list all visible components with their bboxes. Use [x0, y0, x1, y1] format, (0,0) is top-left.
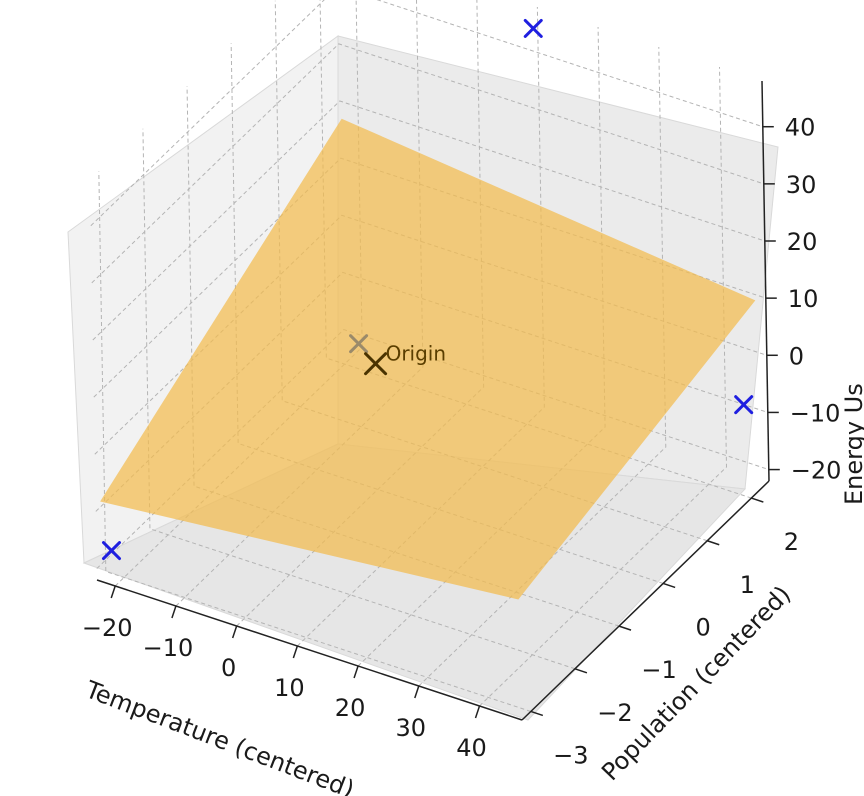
x-tick-label: 30	[396, 714, 427, 742]
z-tick-label: 40	[785, 114, 816, 142]
x-marker-stroke	[101, 541, 121, 561]
data-point-marker	[734, 395, 754, 415]
y-tick-mark	[707, 540, 720, 546]
x-tick-mark	[110, 585, 116, 599]
x-tick-mark	[474, 705, 481, 719]
x-marker-stroke	[349, 334, 369, 354]
z-tick-label: 0	[789, 342, 804, 370]
z-axis-title: Energy Us	[840, 383, 864, 505]
z-grid-line	[91, 43, 764, 284]
y-tick-label: −3	[553, 741, 588, 769]
y-tick-label: −1	[641, 656, 676, 684]
z-axis-line	[761, 80, 770, 482]
x-grid-line	[479, 66, 728, 707]
origin-marker	[364, 352, 388, 376]
data-markers	[101, 18, 754, 561]
x-tick-mark	[231, 625, 238, 639]
y-tick-mark	[530, 710, 544, 717]
origin-shadow-marker	[349, 334, 369, 354]
z-tick-label: 10	[788, 285, 819, 313]
x-tick-label: 20	[335, 694, 366, 722]
y-grid-line	[98, 171, 531, 712]
y-grid-line	[142, 128, 576, 670]
y-tick-label: −2	[597, 699, 632, 727]
y-tick-mark	[751, 497, 764, 503]
x-tick-mark	[353, 665, 359, 679]
x-tick-label: 40	[456, 734, 487, 762]
x-tick-mark	[292, 645, 299, 659]
y-tick-mark	[618, 625, 632, 631]
x-tick-label: −20	[82, 614, 133, 642]
x-marker-stroke	[364, 352, 388, 376]
data-point-marker	[523, 18, 543, 38]
fitted-plane	[100, 118, 756, 600]
data-point-marker	[101, 541, 121, 561]
y-tick-label: 0	[696, 613, 711, 641]
z-tick-label: 30	[786, 171, 817, 199]
x-tick-label: −10	[143, 634, 194, 662]
x-tick-mark	[414, 685, 420, 699]
x-axis-title: Temperature (centered)	[81, 675, 358, 796]
z-tick-label: −20	[791, 457, 842, 485]
x-tick-label: 10	[274, 674, 305, 702]
y-axis-line	[521, 480, 770, 721]
z-grid-line	[92, 100, 765, 341]
x-tick-label: 0	[221, 654, 236, 682]
x-marker-stroke	[523, 18, 543, 38]
origin-annotation: Origin	[386, 342, 446, 366]
y-tick-mark	[662, 582, 676, 589]
x-tick-mark	[171, 605, 177, 619]
y-tick-label: 2	[784, 528, 799, 556]
z-tick-label: −10	[790, 399, 841, 427]
plane-surface	[100, 118, 756, 600]
x-grid-line	[418, 46, 667, 687]
z-tick-label: 20	[787, 228, 818, 256]
x-axis-line	[96, 579, 523, 721]
z-grid-line	[90, 0, 763, 227]
y-tick-mark	[574, 668, 588, 674]
y-tick-label: 1	[740, 571, 755, 599]
x-marker-stroke	[734, 395, 754, 415]
